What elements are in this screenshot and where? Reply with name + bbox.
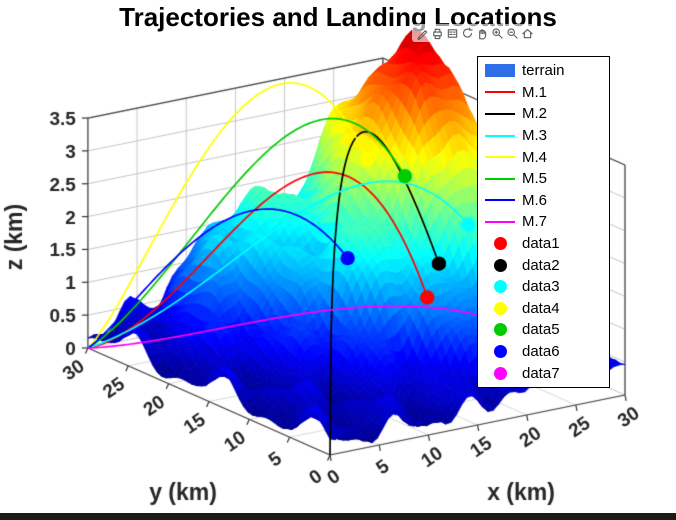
legend-label: data2: [522, 256, 560, 274]
edit-plot-icon: [417, 29, 427, 40]
patch-glyph: [485, 64, 515, 78]
legend-label: data7: [522, 364, 560, 382]
legend-swatch-line: [483, 91, 517, 94]
chart-title: Trajectories and Landing Locations: [119, 2, 557, 32]
restore-view-icon: [521, 28, 533, 38]
marker-glyph: [493, 258, 507, 272]
line-glyph: [485, 220, 515, 223]
legend-item-m-3: M.3: [483, 125, 604, 147]
legend-label: M.6: [522, 191, 548, 209]
legend-label: data3: [522, 278, 560, 296]
zoom-in-icon: [491, 27, 503, 39]
legend-item-data5: data5: [483, 319, 604, 341]
legend-item-m-2: M.2: [483, 103, 604, 125]
legend-item-m-5: M.5: [483, 168, 604, 190]
legend-item-m-1: M.1: [483, 82, 604, 104]
legend-label: M.2: [522, 105, 548, 123]
insert-legend-button[interactable]: [445, 26, 459, 40]
legend[interactable]: terrain M.1 M.2 M.3 M.4 M.5 M.6 M.7 data1 data2 da…: [477, 56, 610, 388]
line-glyph: [485, 112, 515, 115]
legend-swatch-patch: [483, 64, 517, 78]
legend-label: M.4: [522, 148, 548, 166]
legend-item-data3: data3: [483, 276, 604, 298]
legend-swatch-line: [483, 134, 517, 137]
legend-swatch-line: [483, 199, 517, 202]
pan-icon: [478, 28, 486, 40]
zoom-out-button[interactable]: [505, 26, 519, 40]
legend-swatch-line: [483, 112, 517, 115]
legend-label: data6: [522, 343, 560, 361]
legend-label: data5: [522, 321, 560, 339]
legend-swatch-marker: [483, 258, 517, 272]
marker-glyph: [493, 280, 507, 294]
legend-swatch-line: [483, 220, 517, 223]
marker-glyph: [493, 366, 507, 380]
legend-swatch-marker: [483, 301, 517, 315]
legend-item-data2: data2: [483, 254, 604, 276]
zoom-in-button[interactable]: [490, 26, 504, 40]
line-glyph: [485, 177, 515, 180]
rotate-3d-icon: [462, 27, 473, 38]
marker-glyph: [493, 301, 507, 315]
insert-legend-icon: [447, 28, 457, 38]
print-icon: [432, 28, 442, 39]
rotate-3d-button[interactable]: [460, 26, 474, 40]
legend-item-terrain: terrain: [483, 60, 604, 82]
legend-item-data7: data7: [483, 362, 604, 384]
legend-label: data4: [522, 299, 560, 317]
legend-label: M.1: [522, 83, 548, 101]
restore-view-button[interactable]: [520, 26, 534, 40]
legend-item-data1: data1: [483, 233, 604, 255]
marker-glyph: [493, 237, 507, 251]
line-glyph: [485, 199, 515, 202]
pan-button[interactable]: [475, 26, 489, 40]
legend-swatch-marker: [483, 345, 517, 359]
legend-item-m-4: M.4: [483, 146, 604, 168]
legend-label: M.3: [522, 127, 548, 145]
legend-label: M.5: [522, 170, 548, 188]
legend-item-data6: data6: [483, 341, 604, 363]
marker-glyph: [493, 345, 507, 359]
window-bottom-edge: [0, 513, 676, 520]
legend-item-m-7: M.7: [483, 211, 604, 233]
legend-label: data1: [522, 235, 560, 253]
legend-swatch-marker: [483, 280, 517, 294]
line-glyph: [485, 134, 515, 137]
legend-swatch-marker: [483, 366, 517, 380]
legend-label: terrain: [522, 62, 565, 80]
legend-swatch-line: [483, 156, 517, 159]
print-button[interactable]: [430, 26, 444, 40]
marker-glyph: [493, 323, 507, 337]
legend-swatch-marker: [483, 323, 517, 337]
legend-swatch-line: [483, 177, 517, 180]
edit-plot-button[interactable]: [415, 26, 429, 40]
line-glyph: [485, 156, 515, 159]
legend-item-data4: data4: [483, 298, 604, 320]
line-glyph: [485, 91, 515, 94]
legend-swatch-marker: [483, 237, 517, 251]
zoom-out-icon: [506, 27, 518, 39]
axes-toolbar: [412, 24, 537, 42]
legend-item-m-6: M.6: [483, 190, 604, 212]
legend-label: M.7: [522, 213, 548, 231]
